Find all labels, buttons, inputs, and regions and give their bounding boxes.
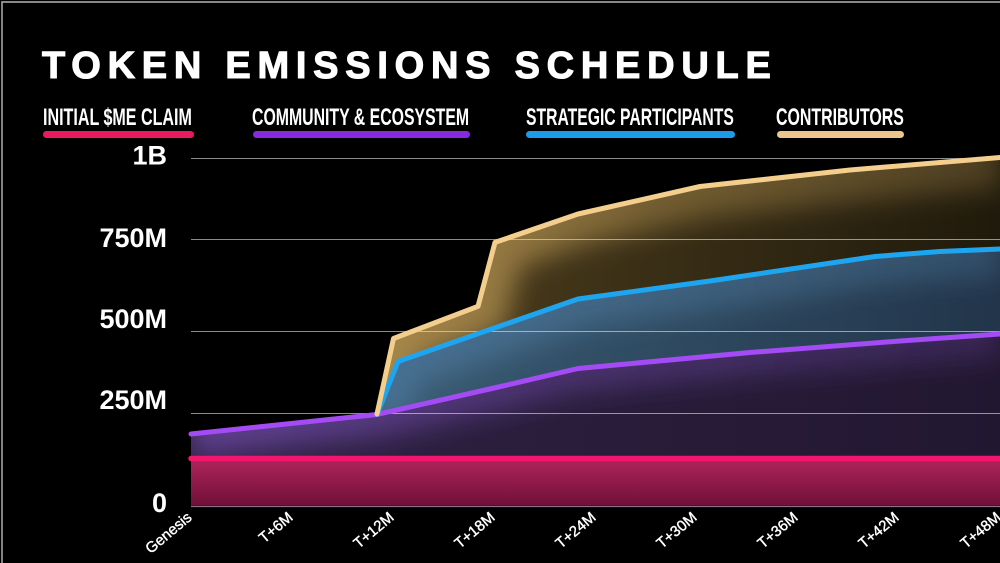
svg-text:T+48M: T+48M (957, 509, 1000, 552)
svg-text:0: 0 (152, 488, 167, 518)
svg-text:750M: 750M (99, 223, 167, 253)
svg-text:T+6M: T+6M (256, 509, 297, 547)
svg-text:T+36M: T+36M (754, 509, 801, 552)
svg-text:Genesis: Genesis (142, 509, 195, 557)
svg-text:1B: 1B (132, 141, 167, 171)
svg-text:T+42M: T+42M (855, 509, 902, 552)
svg-text:T+18M: T+18M (451, 509, 498, 552)
svg-text:T+24M: T+24M (552, 509, 599, 552)
svg-text:250M: 250M (99, 385, 167, 415)
svg-text:T+12M: T+12M (350, 509, 397, 552)
svg-text:T+30M: T+30M (653, 509, 700, 552)
svg-text:500M: 500M (99, 304, 167, 334)
